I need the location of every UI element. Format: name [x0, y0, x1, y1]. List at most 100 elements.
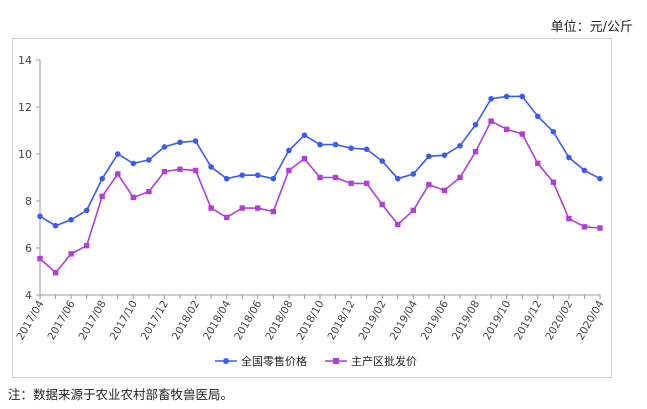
series-2-point	[115, 171, 121, 177]
series-1-point	[223, 175, 230, 182]
series-1-point	[177, 139, 183, 146]
series-1-point	[426, 153, 432, 160]
series-2-point	[208, 205, 214, 211]
series-2-point	[177, 166, 183, 172]
series-2-point	[286, 167, 292, 174]
series-2-point	[457, 174, 463, 181]
series-2-point	[441, 187, 448, 194]
x-axis: 2017/042017/062017/082017/102017/122018/…	[14, 294, 607, 343]
x-tick-label: 2020/04	[574, 298, 606, 342]
series-2-point	[37, 255, 43, 262]
series-1-point	[534, 113, 541, 120]
x-tick-label: 2019/08	[450, 299, 482, 343]
series-1-point	[99, 175, 106, 182]
y-axis: 4 6 8 10 12 14	[18, 54, 41, 302]
series-2-point	[161, 168, 168, 175]
series-1-point	[597, 175, 603, 182]
y-tick-label: 6	[25, 242, 32, 255]
series-1-point	[83, 207, 90, 214]
x-tick-label: 2018/06	[232, 298, 264, 342]
x-tick-label: 2019/04	[388, 298, 420, 342]
series-1-point	[130, 160, 137, 167]
x-tick-label: 2017/10	[108, 299, 140, 343]
series-layer	[37, 93, 603, 276]
series-2-point	[581, 224, 588, 230]
series-1-point	[270, 175, 277, 182]
series-1-point	[208, 164, 214, 170]
legend: 全国零售价格 主产区批发价	[215, 354, 417, 368]
legend-marker-2	[333, 358, 339, 364]
series-1-point	[472, 121, 479, 128]
x-tick-label: 2017/12	[139, 299, 171, 343]
legend-label-2: 主产区批发价	[351, 354, 417, 368]
x-tick-label: 2018/08	[263, 299, 295, 343]
series-2-point	[566, 215, 572, 222]
series-2-point	[301, 156, 308, 162]
series-1-point	[317, 141, 323, 148]
y-tick-label: 12	[18, 101, 32, 114]
series-2-point	[317, 174, 323, 181]
legend-marker-1	[223, 358, 229, 364]
series-2-point	[332, 174, 339, 181]
series-1-point	[410, 171, 417, 177]
series-2-point	[597, 225, 603, 231]
series-2-point	[270, 208, 277, 215]
legend-label-1: 全国零售价格	[241, 354, 307, 368]
series-1-point	[519, 93, 526, 100]
series-1-point	[192, 138, 199, 144]
source-note: 注：数据来源于农业农村部畜牧兽医局。	[8, 387, 234, 402]
x-tick-label: 2019/12	[512, 299, 544, 343]
x-tick-label: 2017/06	[46, 298, 78, 342]
series-2-point	[395, 221, 401, 228]
series-2-point	[52, 269, 59, 276]
series-2-point	[192, 167, 199, 174]
series-2-point	[550, 179, 557, 185]
series-2-point	[410, 207, 417, 214]
series-2-point	[83, 242, 90, 249]
series-2-point	[519, 131, 525, 137]
series-2-point	[348, 180, 354, 187]
x-tick-label: 2018/12	[326, 299, 358, 343]
y-tick-label: 14	[18, 54, 32, 67]
series-1-point	[566, 154, 572, 161]
series-1-point	[146, 157, 152, 163]
series-1-point	[301, 132, 308, 138]
series-1-point	[52, 222, 59, 229]
x-tick-label: 2017/08	[77, 299, 109, 343]
x-tick-label: 2018/04	[201, 298, 233, 342]
y-tick-label: 8	[25, 195, 32, 208]
series-line-1	[39, 95, 601, 227]
x-tick-label: 2020/02	[543, 299, 575, 343]
series-1-point	[161, 144, 168, 150]
x-tick-label: 2017/04	[14, 298, 46, 342]
series-1-point	[254, 172, 261, 178]
series-2-point	[472, 148, 479, 155]
series-2-point	[363, 180, 370, 187]
x-tick-label: 2018/02	[170, 299, 202, 343]
x-tick-label: 2018/10	[294, 299, 326, 343]
series-1-point	[239, 172, 246, 178]
series-2-point	[99, 193, 105, 199]
series-2-point	[379, 201, 385, 208]
x-tick-label: 2019/10	[481, 298, 513, 342]
series-1-point	[503, 93, 510, 100]
series-1-point	[332, 141, 339, 148]
series-1-point	[488, 95, 494, 102]
unit-label: 单位：元/公斤	[550, 20, 633, 35]
series-2-point	[503, 126, 510, 133]
series-2-point	[146, 188, 152, 195]
series-1-point	[379, 158, 386, 164]
series-1-point	[348, 145, 354, 151]
series-1-point	[457, 142, 463, 149]
series-2-point	[426, 181, 432, 188]
series-2-point	[68, 251, 74, 257]
series-2-point	[223, 214, 230, 221]
series-2-point	[255, 205, 261, 211]
series-2-point	[535, 160, 541, 167]
series-2-point	[130, 194, 137, 201]
x-tick-label: 2019/02	[357, 299, 389, 343]
x-tick-label: 2019/06	[419, 298, 451, 342]
y-tick-label: 4	[25, 289, 32, 302]
series-1-point	[363, 146, 370, 153]
